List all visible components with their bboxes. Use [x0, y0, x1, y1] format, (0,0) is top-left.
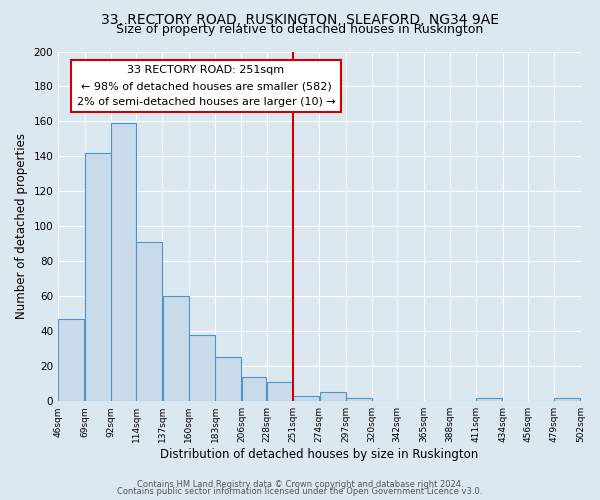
- Bar: [242, 376, 266, 401]
- Text: Size of property relative to detached houses in Ruskington: Size of property relative to detached ho…: [116, 24, 484, 36]
- Text: Contains HM Land Registry data © Crown copyright and database right 2024.: Contains HM Land Registry data © Crown c…: [137, 480, 463, 489]
- Text: 33, RECTORY ROAD, RUSKINGTON, SLEAFORD, NG34 9AE: 33, RECTORY ROAD, RUSKINGTON, SLEAFORD, …: [101, 12, 499, 26]
- Bar: [111, 123, 136, 401]
- Bar: [215, 358, 241, 401]
- Bar: [476, 398, 502, 401]
- Bar: [293, 396, 319, 401]
- Bar: [85, 153, 110, 401]
- Bar: [136, 242, 162, 401]
- Text: Contains public sector information licensed under the Open Government Licence v3: Contains public sector information licen…: [118, 487, 482, 496]
- Bar: [346, 398, 372, 401]
- Bar: [267, 382, 293, 401]
- Bar: [58, 319, 85, 401]
- Y-axis label: Number of detached properties: Number of detached properties: [15, 134, 28, 320]
- X-axis label: Distribution of detached houses by size in Ruskington: Distribution of detached houses by size …: [160, 448, 478, 461]
- Bar: [320, 392, 346, 401]
- Bar: [163, 296, 188, 401]
- Bar: [554, 398, 580, 401]
- Text: 33 RECTORY ROAD: 251sqm
← 98% of detached houses are smaller (582)
2% of semi-de: 33 RECTORY ROAD: 251sqm ← 98% of detache…: [77, 66, 335, 106]
- Bar: [189, 335, 215, 401]
